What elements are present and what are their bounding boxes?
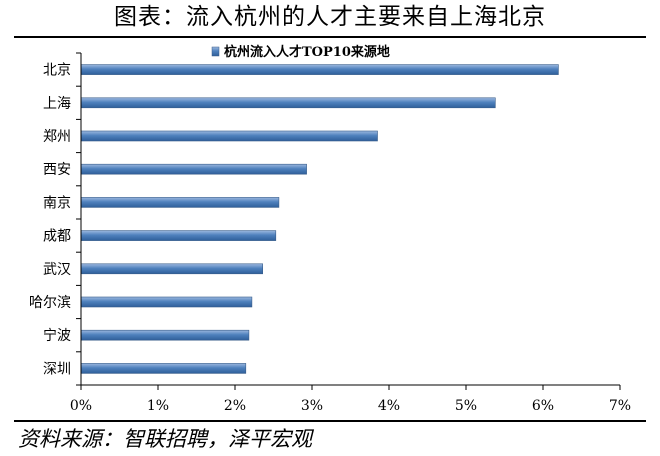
x-tick-label: 7% <box>609 398 631 414</box>
bar <box>81 65 558 75</box>
category-label: 上海 <box>43 96 71 112</box>
bar <box>81 98 495 108</box>
bar <box>81 231 276 241</box>
bar <box>81 264 263 274</box>
bar <box>81 363 246 373</box>
bar <box>81 197 279 207</box>
source-note: 资料来源：智联招聘，泽平宏观 <box>18 424 312 454</box>
x-tick-label: 1% <box>147 398 169 414</box>
bar <box>81 297 252 307</box>
category-label: 武汉 <box>43 262 71 278</box>
bar <box>81 131 378 141</box>
category-label: 西安 <box>43 162 71 178</box>
bar <box>81 330 249 340</box>
legend: 杭州流入人才TOP10来源地 <box>212 44 390 60</box>
category-label: 北京 <box>43 63 71 79</box>
category-label: 宁波 <box>43 327 71 344</box>
legend-label: 杭州流入人才TOP10来源地 <box>224 44 390 60</box>
x-tick-label: 0% <box>70 398 92 414</box>
bar <box>81 164 307 174</box>
category-label: 郑州 <box>43 129 71 145</box>
x-tick-label: 6% <box>532 398 554 414</box>
category-label: 成都 <box>43 229 71 245</box>
bottom-rule <box>14 420 646 422</box>
x-tick-label: 3% <box>301 398 323 414</box>
x-tick-label: 5% <box>455 398 477 414</box>
category-label: 哈尔滨 <box>29 295 71 311</box>
x-tick-label: 4% <box>378 398 400 414</box>
category-label: 南京 <box>43 195 71 211</box>
category-label: 深圳 <box>43 361 71 377</box>
legend-swatch <box>212 47 219 56</box>
x-tick-label: 2% <box>224 398 246 414</box>
